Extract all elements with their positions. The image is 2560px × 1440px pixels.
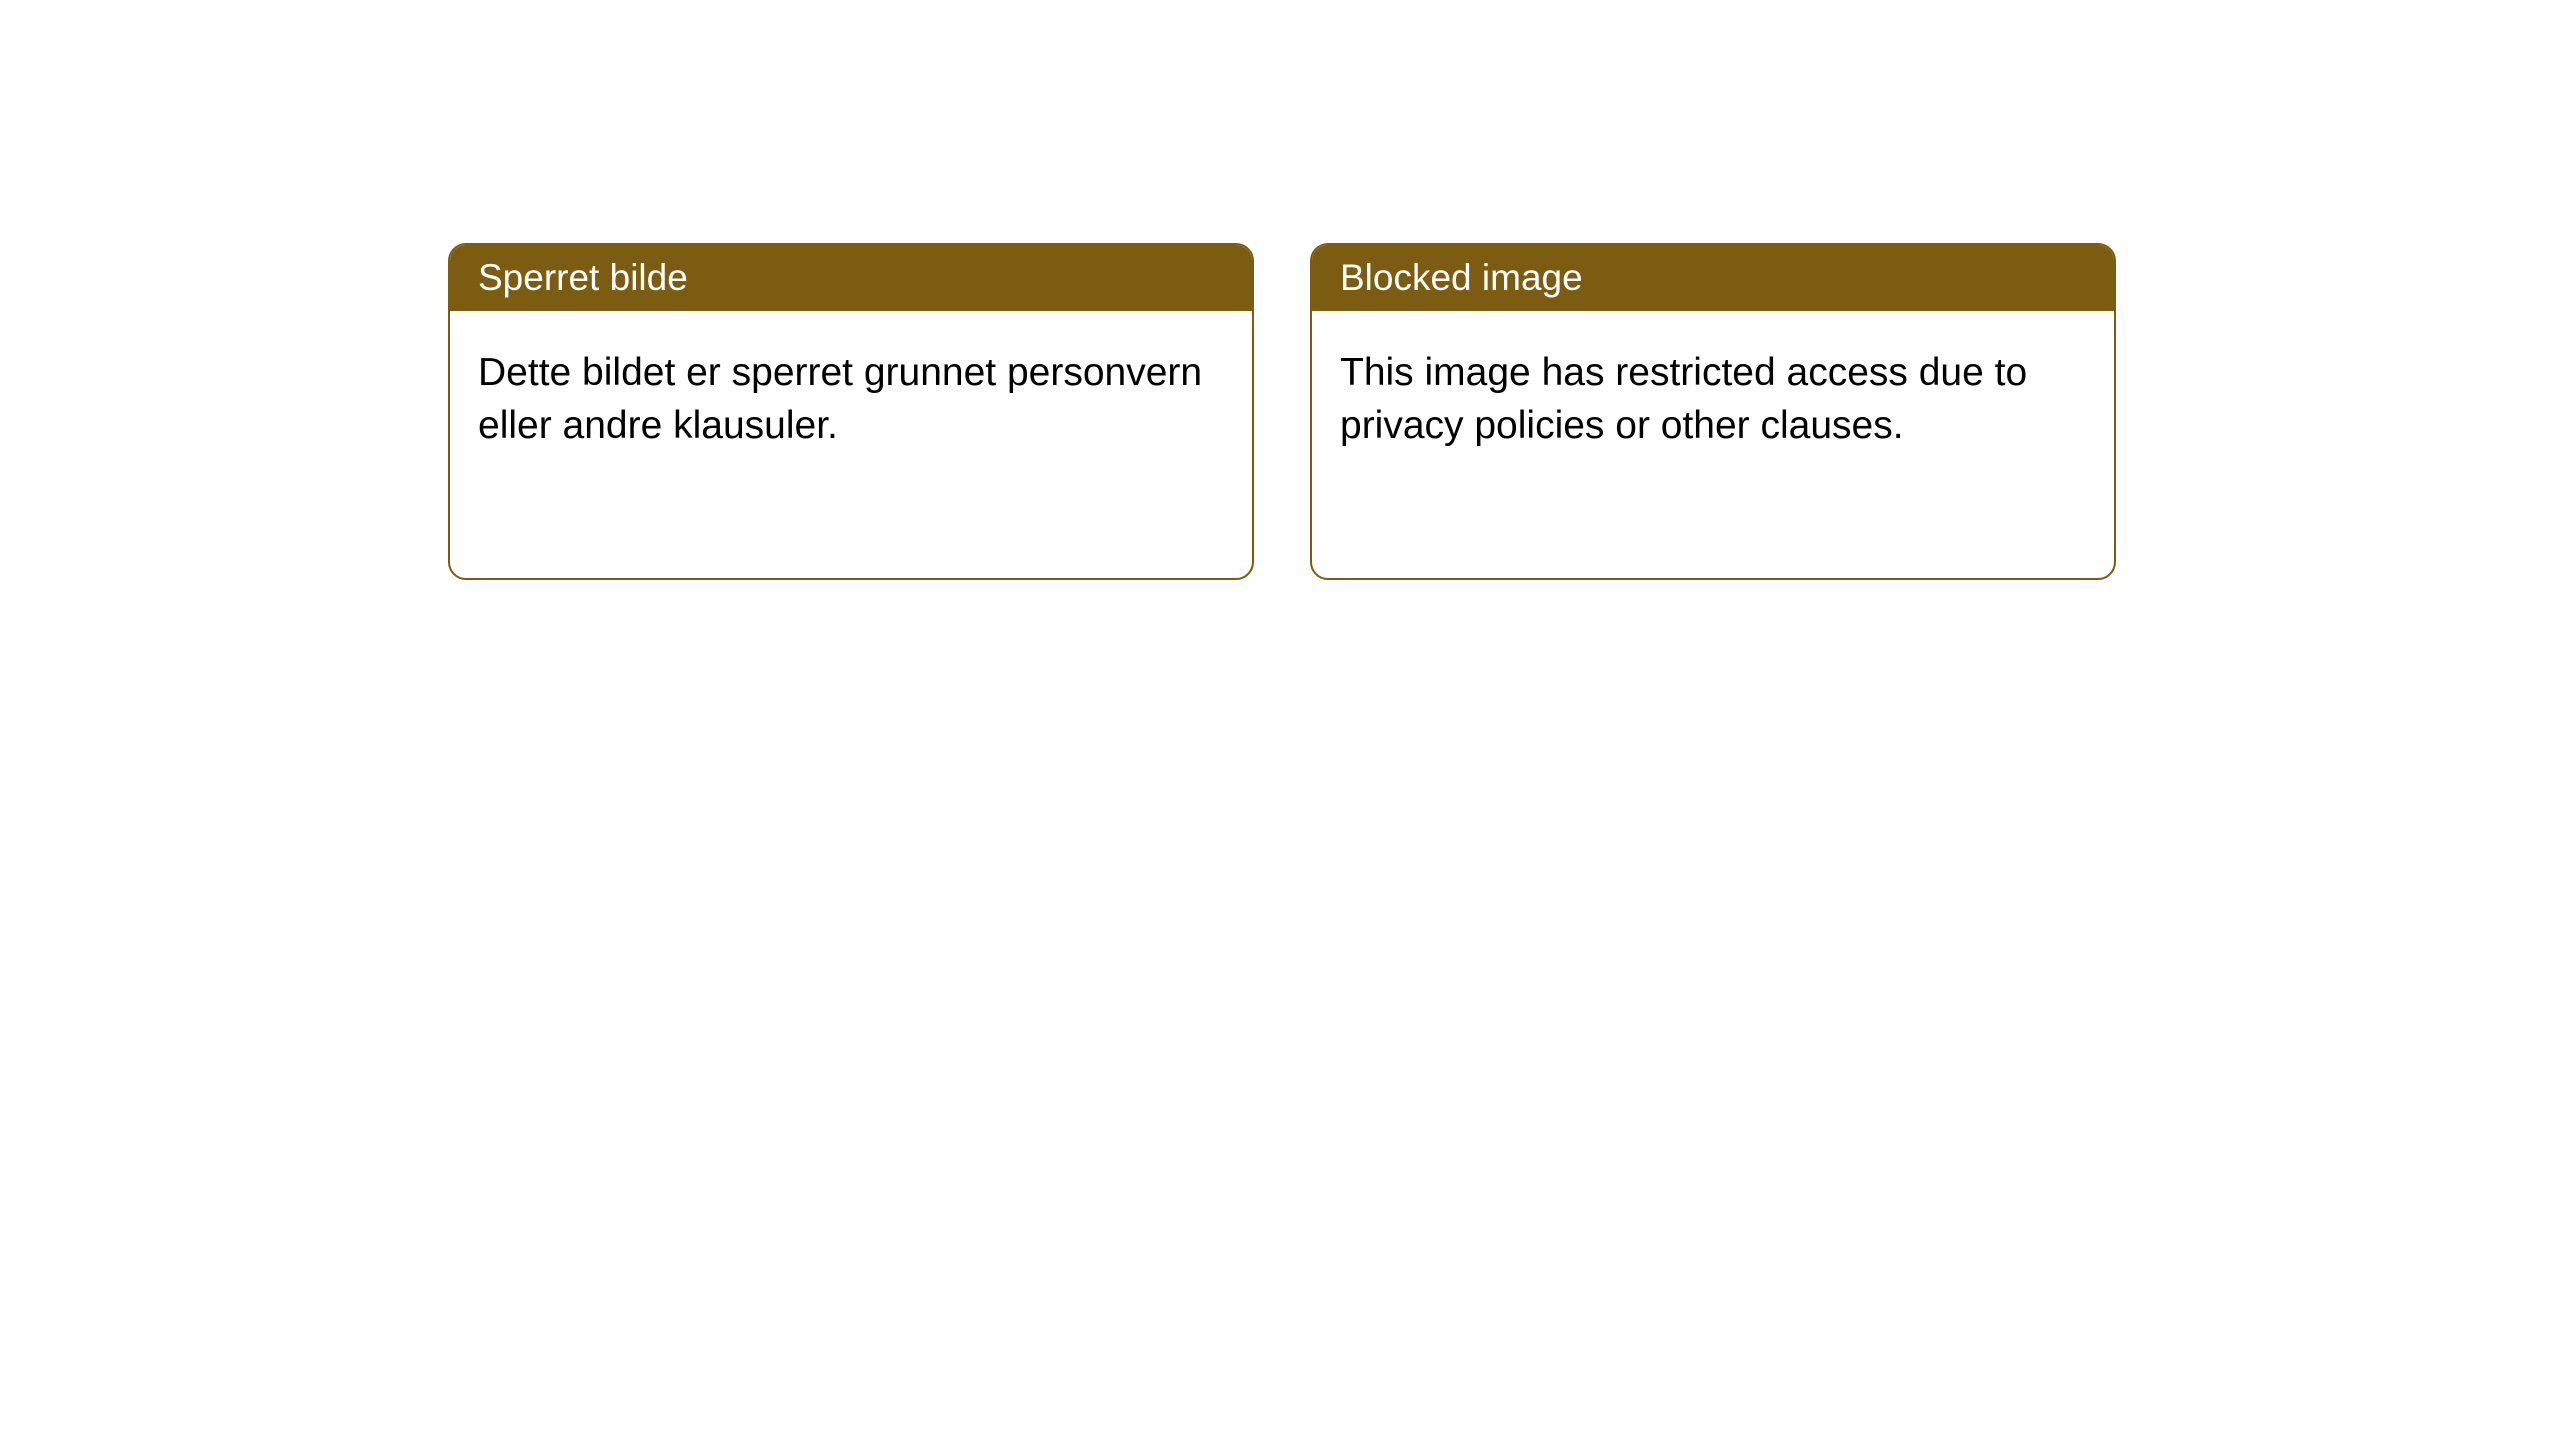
card-title: Blocked image [1312,245,2114,311]
card-body: Dette bildet er sperret grunnet personve… [450,311,1252,488]
blocked-image-card-no: Sperret bilde Dette bildet er sperret gr… [448,243,1254,580]
notice-cards-container: Sperret bilde Dette bildet er sperret gr… [0,0,2560,580]
card-title: Sperret bilde [450,245,1252,311]
card-body: This image has restricted access due to … [1312,311,2114,488]
blocked-image-card-en: Blocked image This image has restricted … [1310,243,2116,580]
